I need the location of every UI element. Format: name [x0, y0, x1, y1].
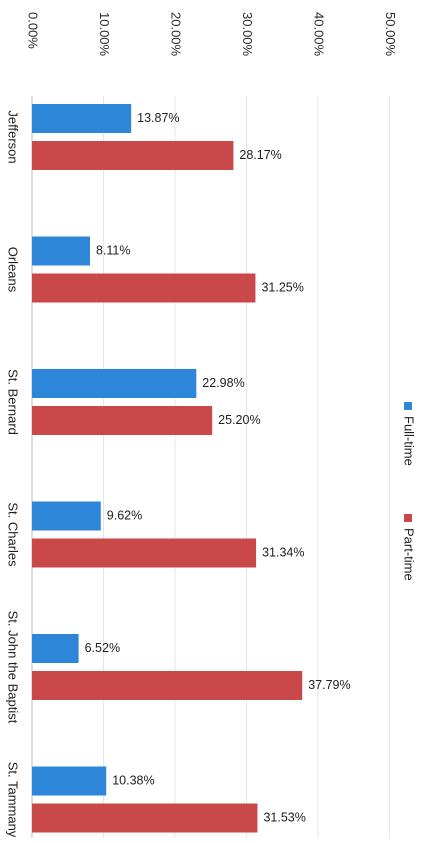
- value-labels-layer: 13.87% 28.17% 8.11% 31.25% 22.98% 25.20% 9.62%…: [85, 111, 351, 825]
- grid-layer: [31, 96, 390, 838]
- value-tick-label: 0.00%: [26, 12, 41, 49]
- value-label-st-john-the-baptist-full-time: 6.52%: [85, 641, 120, 655]
- value-tick-label: 20.00%: [169, 12, 184, 57]
- legend-swatch-part-time: [404, 514, 412, 522]
- value-label-st-john-the-baptist-part-time: 37.79%: [308, 678, 350, 692]
- bar-orleans-part-time: [32, 273, 256, 303]
- legend: Full-time Part-time: [402, 402, 417, 581]
- bar-jefferson-full-time: [32, 104, 132, 133]
- category-axis: Jefferson Orleans St. Bernard St. Charles St…: [6, 110, 21, 837]
- category-label-st-tammany: St. Tammany: [6, 762, 21, 838]
- bar-st-john-the-baptist-full-time: [32, 634, 79, 663]
- value-tick-label: 40.00%: [312, 12, 327, 57]
- category-label-jefferson: Jefferson: [6, 110, 21, 163]
- bar-jefferson-part-time: [32, 141, 234, 170]
- bar-st-charles-part-time: [32, 538, 257, 568]
- value-tick-label: 30.00%: [240, 12, 255, 57]
- bar-st-bernard-part-time: [32, 406, 213, 435]
- bar-st-tammany-part-time: [32, 803, 258, 833]
- category-label-orleans: Orleans: [6, 247, 21, 293]
- value-label-orleans-part-time: 31.25%: [261, 280, 303, 294]
- bar-st-tammany-full-time: [32, 766, 107, 796]
- value-tick-label: 10.00%: [97, 12, 112, 57]
- bar-orleans-full-time: [32, 236, 90, 266]
- category-label-st-bernard: St. Bernard: [6, 369, 21, 435]
- bar-st-john-the-baptist-part-time: [32, 671, 303, 700]
- value-label-st-bernard-full-time: 22.98%: [202, 376, 244, 390]
- value-label-jefferson-full-time: 13.87%: [137, 111, 179, 125]
- value-label-jefferson-part-time: 28.17%: [239, 148, 281, 162]
- bar-st-charles-full-time: [32, 501, 101, 531]
- bar-st-bernard-full-time: [32, 369, 197, 398]
- category-label-st-john-the-baptist: St. John the Baptist: [6, 611, 21, 724]
- value-label-st-bernard-part-time: 25.20%: [218, 413, 260, 427]
- legend-label-full-time: Full-time: [402, 416, 417, 466]
- value-label-st-charles-part-time: 31.34%: [262, 545, 304, 559]
- value-label-st-tammany-part-time: 31.53%: [263, 810, 305, 824]
- category-label-st-charles: St. Charles: [6, 502, 21, 567]
- value-label-st-tammany-full-time: 10.38%: [112, 773, 154, 787]
- value-axis: 0.00% 10.00% 20.00% 30.00% 40.00% 50.00%: [26, 12, 399, 57]
- bars-layer: [32, 104, 303, 833]
- legend-label-part-time: Part-time: [402, 528, 417, 581]
- legend-swatch-full-time: [404, 402, 412, 410]
- value-label-orleans-full-time: 8.11%: [96, 243, 131, 257]
- value-label-st-charles-full-time: 9.62%: [107, 508, 142, 522]
- value-tick-label: 50.00%: [383, 12, 398, 57]
